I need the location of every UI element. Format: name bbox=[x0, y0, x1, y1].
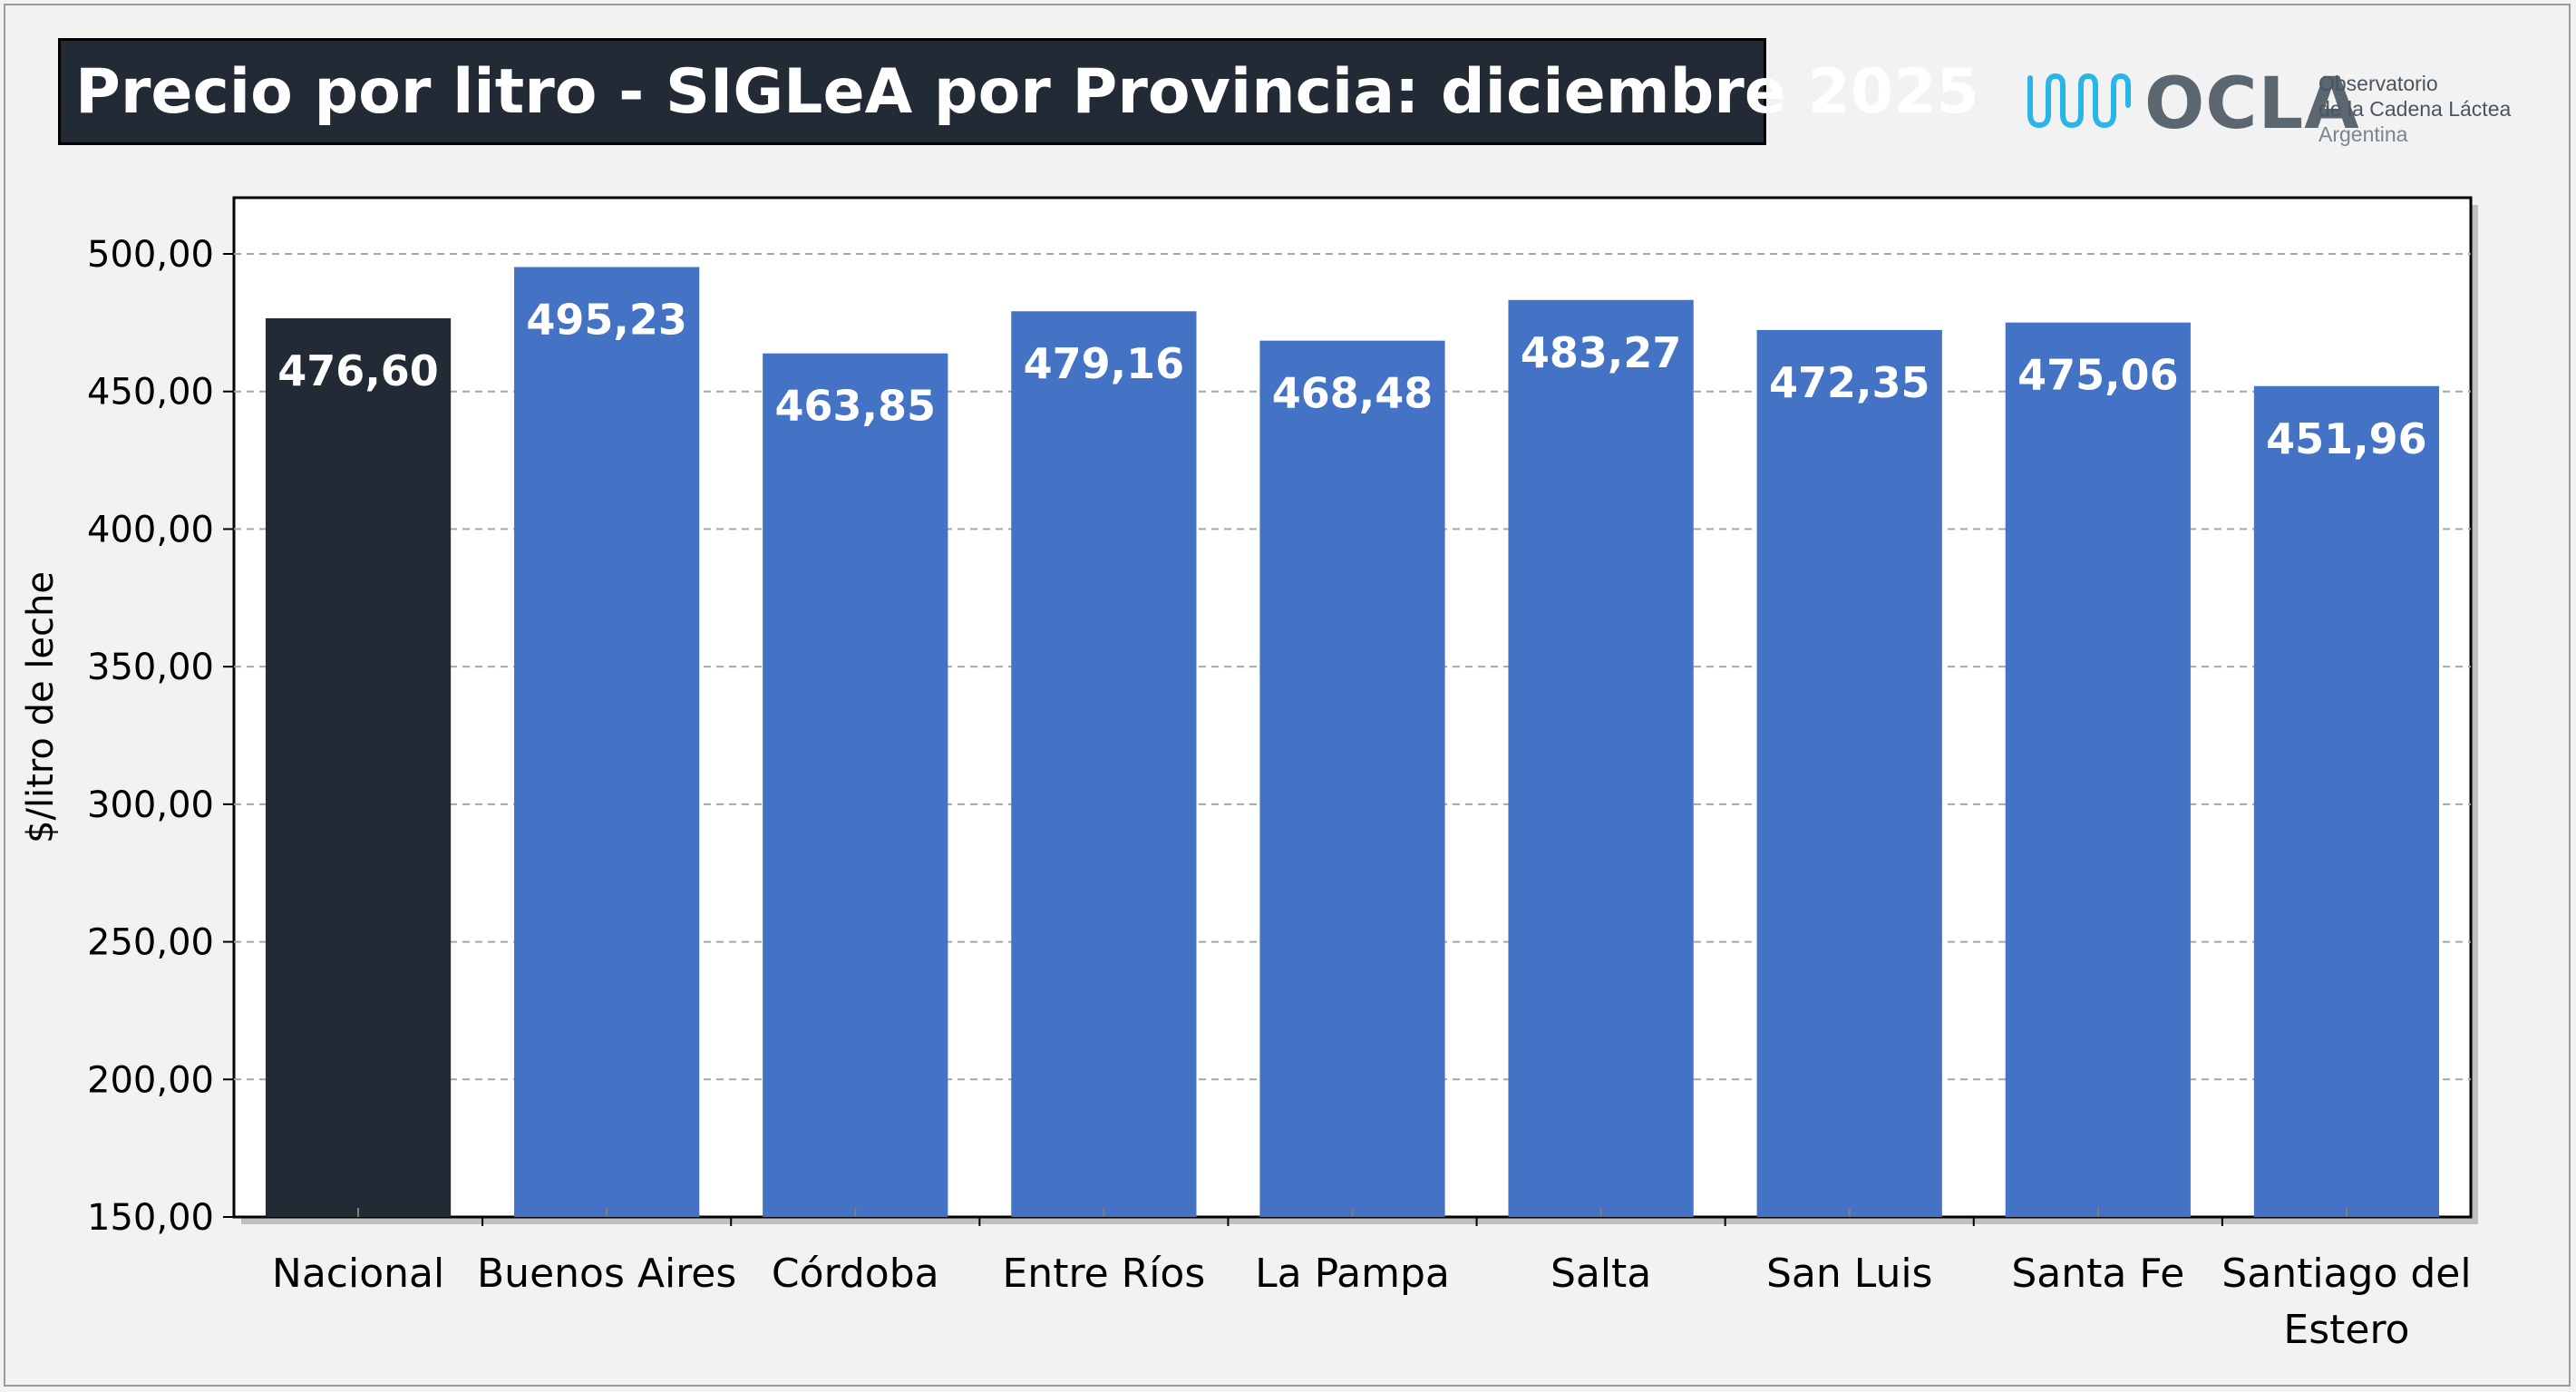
data-label: 468,48 bbox=[1272, 369, 1434, 418]
bar bbox=[514, 267, 700, 1218]
x-tick-label: Entre Ríos bbox=[1003, 1251, 1206, 1297]
x-tick-label: Córdoba bbox=[772, 1251, 939, 1297]
bar bbox=[1508, 299, 1694, 1217]
x-tick-label: Estero bbox=[2283, 1307, 2409, 1353]
data-label: 475,06 bbox=[2017, 351, 2179, 400]
logo-wordmark: OCLA bbox=[2144, 63, 2360, 145]
data-label: 479,16 bbox=[1024, 339, 1185, 388]
bar bbox=[763, 353, 948, 1217]
y-tick-label: 300,00 bbox=[87, 784, 214, 826]
y-tick-label: 200,00 bbox=[87, 1059, 214, 1101]
logo-line-3: Argentina bbox=[2318, 122, 2408, 146]
x-tick-label: Santa Fe bbox=[2011, 1251, 2184, 1297]
bar bbox=[265, 318, 452, 1217]
ocla-logo: OCLA Observatorio de la Cadena Láctea Ar… bbox=[2027, 63, 2561, 163]
bar bbox=[2005, 322, 2191, 1218]
bar bbox=[1756, 329, 1942, 1217]
x-tick-label: San Luis bbox=[1766, 1251, 1933, 1297]
wave-icon bbox=[2027, 73, 2131, 129]
x-tick-label: Salta bbox=[1550, 1251, 1651, 1297]
chart-title: Precio por litro - SIGLeA por Provincia:… bbox=[75, 55, 1979, 128]
y-tick-label: 500,00 bbox=[87, 234, 214, 276]
y-axis-label: $/litro de leche bbox=[20, 571, 62, 843]
data-label: 451,96 bbox=[2266, 414, 2427, 463]
x-tick-label: Buenos Aires bbox=[477, 1251, 736, 1297]
x-tick-label: La Pampa bbox=[1255, 1251, 1450, 1297]
y-tick-label: 150,00 bbox=[87, 1197, 214, 1239]
logo-line-2: de la Cadena Láctea bbox=[2318, 97, 2512, 121]
data-label: 476,60 bbox=[277, 346, 439, 395]
y-tick-label: 450,00 bbox=[87, 372, 214, 414]
bar bbox=[1259, 340, 1445, 1217]
y-tick-label: 250,00 bbox=[87, 922, 214, 964]
chart-frame bbox=[4, 4, 2571, 1387]
data-label: 472,35 bbox=[1769, 358, 1930, 407]
data-label: 463,85 bbox=[775, 382, 937, 431]
data-label: 495,23 bbox=[526, 295, 687, 344]
logo-line-1: Observatorio bbox=[2318, 72, 2438, 95]
logo-subtitle: Observatorio de la Cadena Láctea Argenti… bbox=[2318, 71, 2511, 147]
x-tick-label: Nacional bbox=[272, 1251, 444, 1297]
data-label: 483,27 bbox=[1521, 328, 1682, 377]
x-tick-label: Santiago del bbox=[2221, 1251, 2471, 1297]
title-banner: Precio por litro - SIGLeA por Provincia:… bbox=[58, 38, 1979, 145]
bar bbox=[2253, 385, 2440, 1217]
bar bbox=[1011, 311, 1197, 1218]
y-tick-label: 350,00 bbox=[87, 647, 214, 688]
y-tick-label: 400,00 bbox=[87, 509, 214, 550]
